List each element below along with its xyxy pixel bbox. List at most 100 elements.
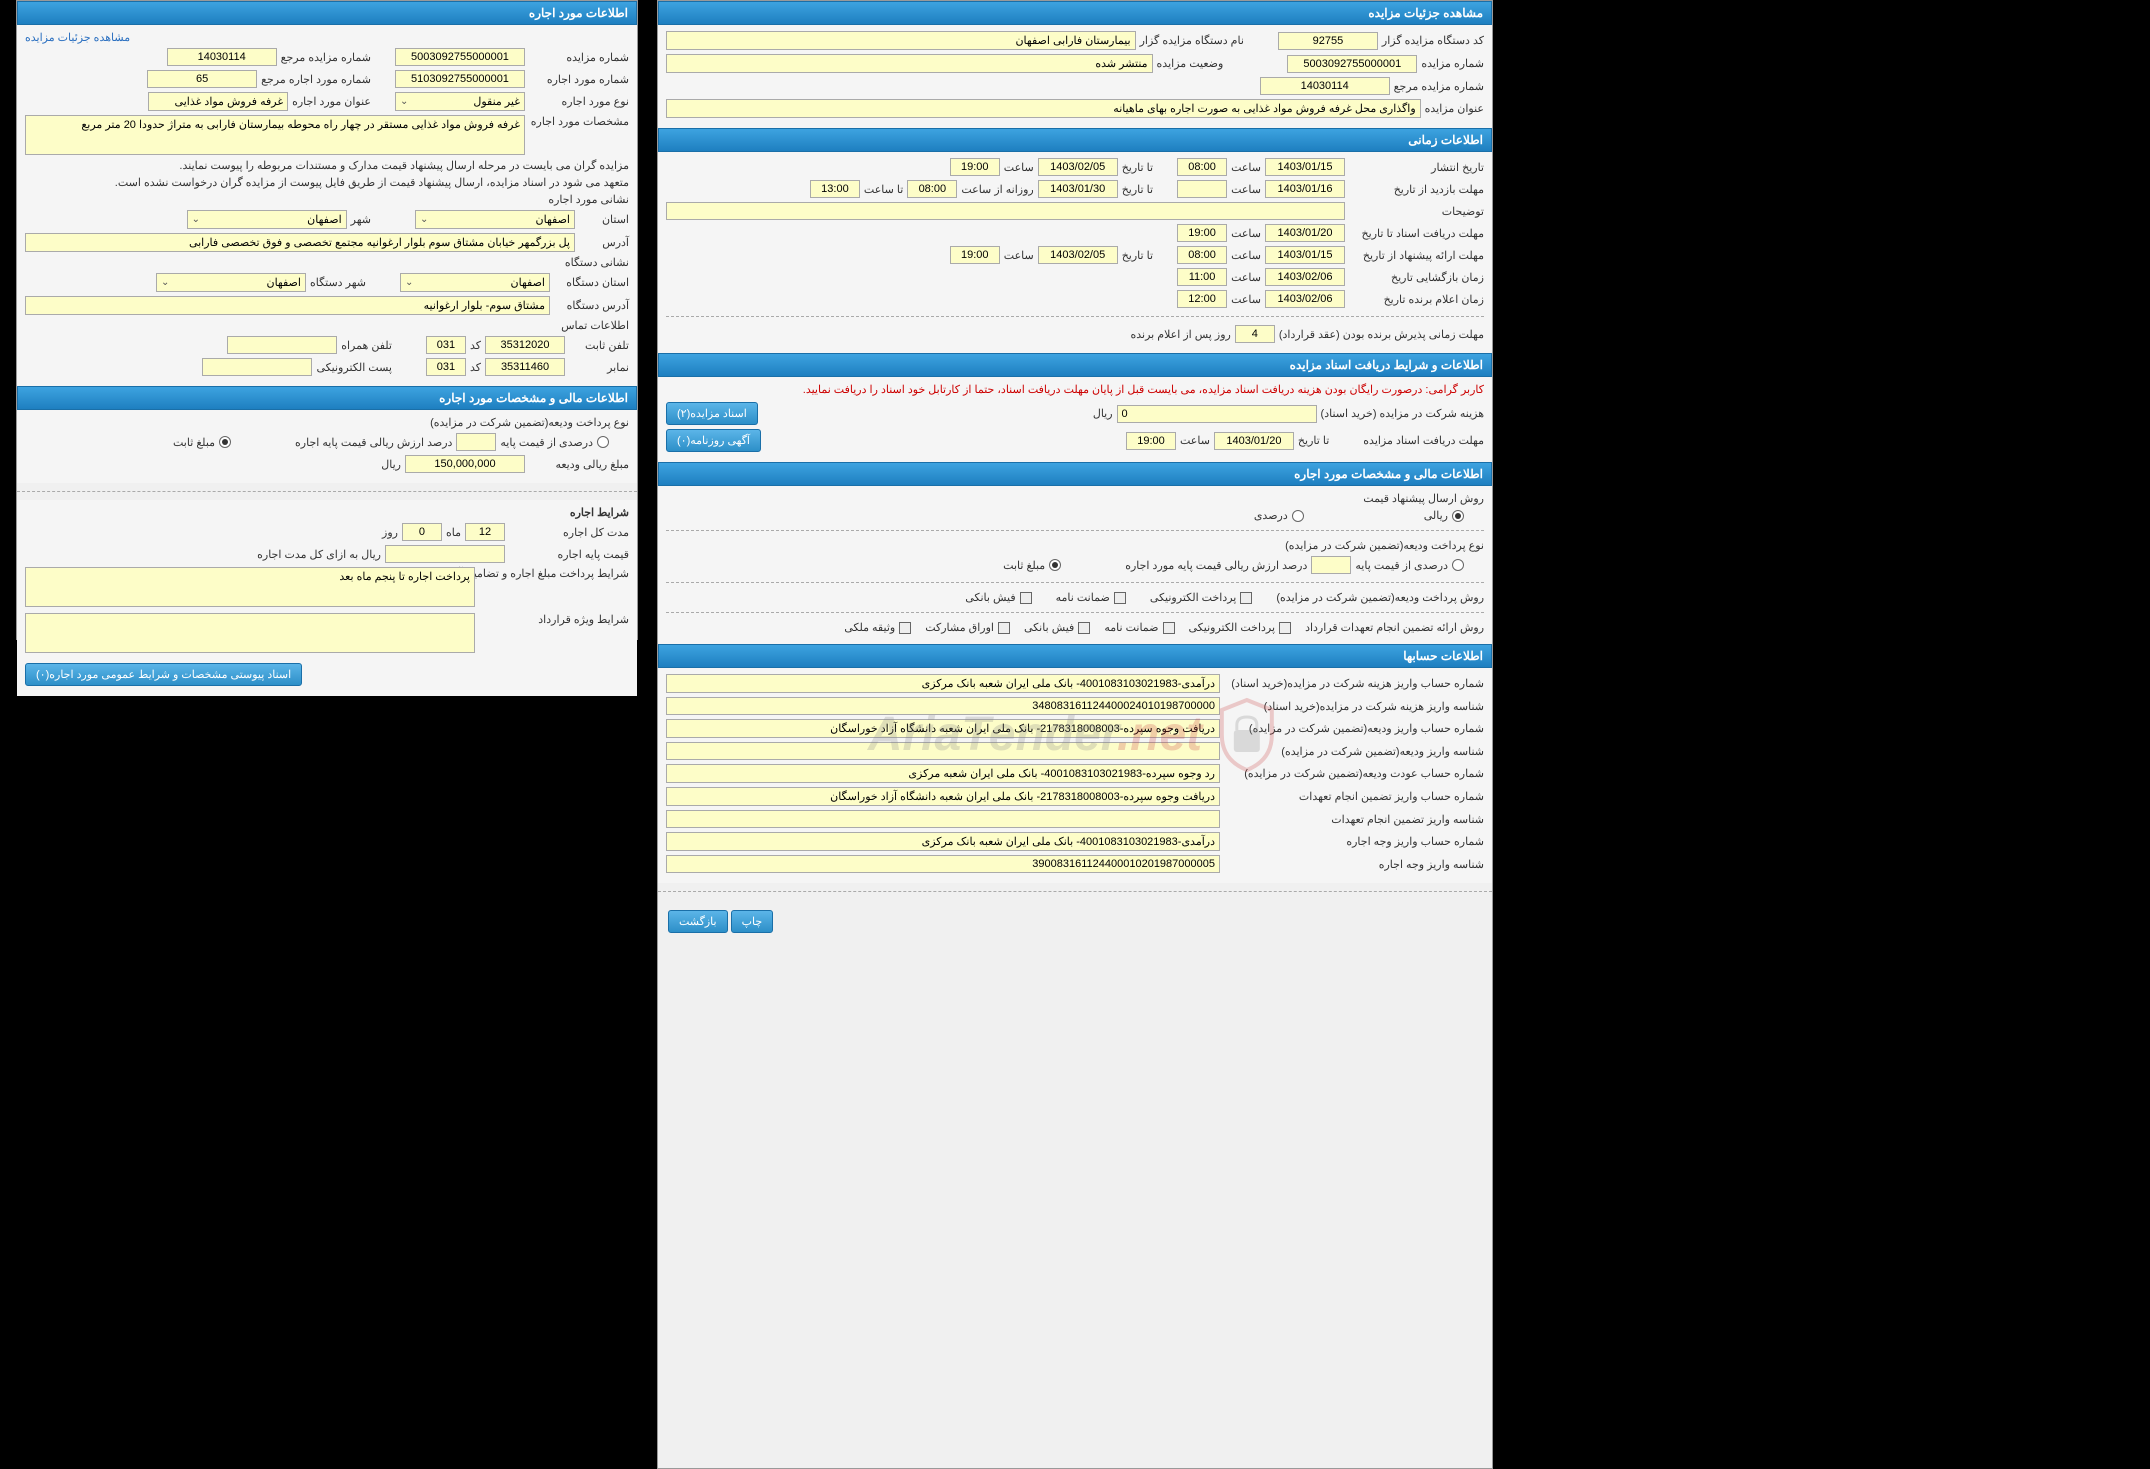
btn-print[interactable]: چاپ [731,910,774,933]
lbl-publish-sl: ساعت [1231,161,1261,174]
lbl-l-pct-suf: درصد ارزش ریالی قیمت پایه اجاره [295,436,452,449]
radio-l-pct[interactable]: درصدی از قیمت پایه [500,436,609,449]
dd-prov[interactable]: اصفهان⌄ [415,210,575,229]
fld-fax[interactable]: 35311460 [485,358,565,376]
fld-org-name: بیمارستان فارابی اصفهان [666,31,1136,50]
radio-percent[interactable]: درصدی [1254,509,1304,522]
divider [666,316,1484,317]
lbl-cost-unit: ریال [1093,407,1113,420]
radio-l-fixed[interactable]: مبلغ ثابت [173,436,231,449]
ta-special-terms[interactable] [25,613,475,653]
btn-auction-docs[interactable]: اسناد مزایده(۲) [666,402,758,425]
lbl-offer-tl: تا تاریخ [1122,249,1153,262]
fld-days[interactable]: 0 [402,523,442,541]
fld-ref-no: 14030114 [1260,77,1390,95]
chk-epay[interactable] [1240,592,1252,604]
radio-fixed[interactable]: مبلغ ثابت [1003,559,1061,572]
lbl-a8: شماره حساب واریز وجه اجاره [1224,835,1484,848]
lbl-open: زمان بازگشایی تاریخ [1349,271,1484,284]
lbl-day-u: روز [382,526,398,539]
lbl-l-type: نوع مورد اجاره [529,95,629,108]
lbl-a9: شناسه واریز وجه اجاره [1224,858,1484,871]
chevron-down-icon: ⌄ [420,214,428,225]
lbl-depamt-u: ریال [381,458,401,471]
ta-l-spec[interactable]: غرفه فروش مواد غذایی مستقر در چهار راه م… [25,115,525,155]
fld-cost: 0 [1117,405,1317,423]
fld-depamt[interactable]: 150,000,000 [405,455,525,473]
lbl-ref-no: شماره مزایده مرجع [1394,80,1484,93]
fld-phone[interactable]: 35312020 [485,336,565,354]
lbl-docdl-sl: ساعت [1231,227,1261,240]
fld-publish-s: 08:00 [1177,158,1227,176]
divider [17,491,637,492]
ta-pay-terms[interactable]: پرداخت اجاره تا پنجم ماه بعد [25,567,475,607]
radio-percent-base[interactable]: درصدی از قیمت پایه [1355,559,1464,572]
lbl-terms-title: شرایط اجاره [570,506,629,519]
divider [666,530,1484,531]
fld-visit-rs: 08:00 [907,180,957,198]
lbl-dev-addr: آدرس دستگاه [554,299,629,312]
fld-addr[interactable]: پل بزرگمهر خیابان مشتاق سوم بلوار ارغوان… [25,233,575,252]
lbl-a7: شناسه واریز تضمین انجام تعهدات [1224,813,1484,826]
fld-l-title: غرفه فروش مواد غذایی [148,92,288,111]
lbl-addr: آدرس [579,236,629,249]
chk-c-guar[interactable] [1163,622,1175,634]
btn-back[interactable]: بازگشت [668,910,728,933]
fld-l-pct [456,433,496,451]
lbl-publish-tl: تا تاریخ [1122,161,1153,174]
lbl-publish-tsl: ساعت [1004,161,1034,174]
fld-org-code: 92755 [1278,32,1378,50]
radio-rial[interactable]: ریالی [1424,509,1464,522]
fld-visit-s [1177,180,1227,198]
lbl-depamt: مبلغ ریالی ودیعه [529,458,629,471]
fld-fcode[interactable]: 031 [426,358,466,376]
chk-c-epay[interactable] [1279,622,1291,634]
link-view-details[interactable]: مشاهده جزئیات مزایده [25,31,130,44]
fld-pcode[interactable]: 031 [426,336,466,354]
dd-dev-city[interactable]: اصفهان⌄ [156,273,306,292]
lbl-pay-terms: شرایط پرداخت مبلغ اجاره و تضامین آن [479,567,629,580]
lbl-mobile: تلفن همراه [341,339,392,352]
fld-visit-d: 1403/01/16 [1265,180,1345,198]
dd-l-type[interactable]: غیر منقول⌄ [395,92,525,111]
btn-newspaper[interactable]: آگهی روزنامه(۰) [666,429,761,452]
lbl-special-terms: شرایط ویژه قرارداد [479,613,629,626]
fld-accept: 4 [1235,325,1275,343]
dd-dev-prov[interactable]: اصفهان⌄ [400,273,550,292]
chk-bankslip[interactable] [1020,592,1032,604]
fld-visit-td: 1403/01/30 [1038,180,1118,198]
dd-city[interactable]: اصفهان⌄ [187,210,347,229]
lbl-phone: تلفن ثابت [569,339,629,352]
fld-l-ref: 14030114 [167,48,277,66]
header-l-financial: اطلاعات مالی و مشخصات مورد اجاره [17,386,637,410]
lbl-dl2: مهلت دریافت اسناد مزایده [1363,434,1484,447]
lbl-winner: زمان اعلام برنده تاریخ [1349,293,1484,306]
fld-winner-d: 1403/02/06 [1265,290,1345,308]
lbl-org-code: کد دستگاه مزایده گزار [1382,34,1484,47]
fld-email[interactable] [202,358,312,376]
lbl-visit-rzl: روزانه از ساعت [961,183,1033,196]
body-financial: روش ارسال پیشنهاد قیمت ریالی درصدی نوع پ… [658,486,1492,644]
fld-l-auction-no: 5003092755000001 [395,48,525,66]
fld-dev-addr[interactable]: مشتاق سوم- بلوار ارغوانیه [25,296,550,315]
chk-c-slip[interactable] [1078,622,1090,634]
lbl-l-title: عنوان مورد اجاره [292,95,371,108]
lbl-auction-title: عنوان مزایده [1425,102,1484,115]
fld-percent-base [1311,556,1351,574]
btn-attachments[interactable]: اسناد پیوستی مشخصات و شرایط عمومی مورد ا… [25,663,302,686]
fld-months[interactable]: 12 [465,523,505,541]
lbl-cost: هزینه شرکت در مزایده (خرید اسناد) [1321,407,1484,420]
chk-c-bonds[interactable] [998,622,1010,634]
fld-mobile[interactable] [227,336,337,354]
fld-publish-td: 1403/02/05 [1038,158,1118,176]
lbl-a2: شناسه واریز هزینه شرکت در مزایده(خرید اس… [1224,700,1484,713]
fld-a6: دریافت وجوه سپرده-2178318008003- بانک مل… [666,787,1220,806]
fld-base-price[interactable] [385,545,505,563]
chk-c-prop[interactable] [899,622,911,634]
chk-guarantee[interactable] [1114,592,1126,604]
header-financial: اطلاعات مالی و مشخصات مورد اجاره [658,462,1492,486]
lbl-docdl: مهلت دریافت اسناد تا تاریخ [1349,227,1484,240]
lbl-accept-suf: روز پس از اعلام برنده [1131,328,1231,341]
fld-offer-s: 08:00 [1177,246,1227,264]
fld-auction-no: 5003092755000001 [1287,55,1417,73]
